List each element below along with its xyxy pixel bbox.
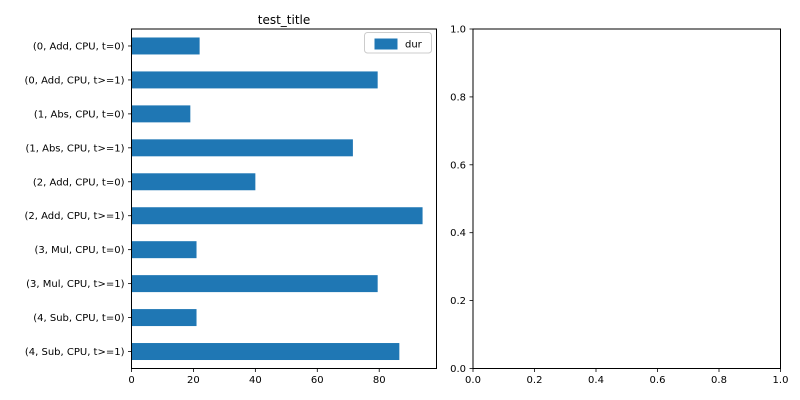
x-tick-label: 40 (249, 375, 262, 386)
y-tick-label: 0.6 (450, 160, 466, 171)
bar (131, 37, 200, 55)
category-label: (4, Sub, CPU, t>=1) (25, 347, 125, 358)
bar (131, 275, 378, 293)
bar (131, 139, 353, 157)
y-tick-label: 0.4 (450, 228, 466, 239)
empty-axes-y-axis: 0.0 0.2 0.4 0.6 0.8 1.0 (450, 25, 473, 375)
category-label: (1, Abs, CPU, t>=1) (25, 143, 124, 154)
category-label: (0, Add, CPU, t=0) (33, 41, 125, 52)
category-label: (1, Abs, CPU, t=0) (34, 109, 125, 120)
category-label: (3, Mul, CPU, t>=1) (26, 279, 124, 290)
bars-layer (131, 37, 423, 361)
x-tick-label: 0 (128, 375, 134, 386)
x-tick-label: 0.2 (527, 375, 543, 386)
bar (131, 241, 197, 259)
bar (131, 173, 256, 191)
bar (131, 343, 400, 361)
y-tick-label: 1.0 (450, 25, 466, 36)
legend: dur (364, 32, 432, 54)
legend-swatch (374, 38, 398, 50)
x-tick-label: 0.0 (465, 375, 481, 386)
category-label: (2, Add, CPU, t=0) (33, 177, 125, 188)
y-tick-label: 0.0 (450, 364, 466, 375)
y-tick-label: 0.2 (450, 296, 466, 307)
bar (131, 71, 378, 89)
chart-title: test_title (258, 13, 311, 27)
bar (131, 207, 423, 225)
category-axis: (0, Add, CPU, t=0) (0, Add, CPU, t>=1) (1,… (25, 41, 132, 358)
empty-axes-frame (472, 28, 781, 369)
x-tick-label: 0.8 (711, 375, 727, 386)
y-tick-label: 0.8 (450, 92, 466, 103)
x-tick-label: 20 (187, 375, 200, 386)
category-label: (4, Sub, CPU, t=0) (33, 313, 124, 324)
category-label: (3, Mul, CPU, t=0) (35, 245, 125, 256)
value-axis: 0 20 40 60 80 (128, 368, 386, 386)
legend-entry-label: dur (405, 40, 423, 51)
empty-axes-x-axis: 0.0 0.2 0.4 0.6 0.8 1.0 (465, 368, 789, 386)
x-tick-label: 80 (373, 375, 386, 386)
bar-chart-frame (131, 28, 437, 369)
x-tick-label: 1.0 (773, 375, 789, 386)
x-tick-label: 0.4 (588, 375, 604, 386)
bar (131, 309, 197, 327)
category-label: (2, Add, CPU, t>=1) (25, 211, 125, 222)
category-label: (0, Add, CPU, t>=1) (25, 75, 125, 86)
bar (131, 105, 191, 123)
x-tick-label: 0.6 (650, 375, 666, 386)
bar-chart-axes: test_title (0, Add, CPU, t=0)(0, Add, CP… (25, 13, 437, 386)
x-tick-label: 60 (311, 375, 324, 386)
empty-axes: 0.0 0.2 0.4 0.6 0.8 1.0 0.0 0.2 0.4 0.6 0.8 1.0 (450, 25, 788, 387)
